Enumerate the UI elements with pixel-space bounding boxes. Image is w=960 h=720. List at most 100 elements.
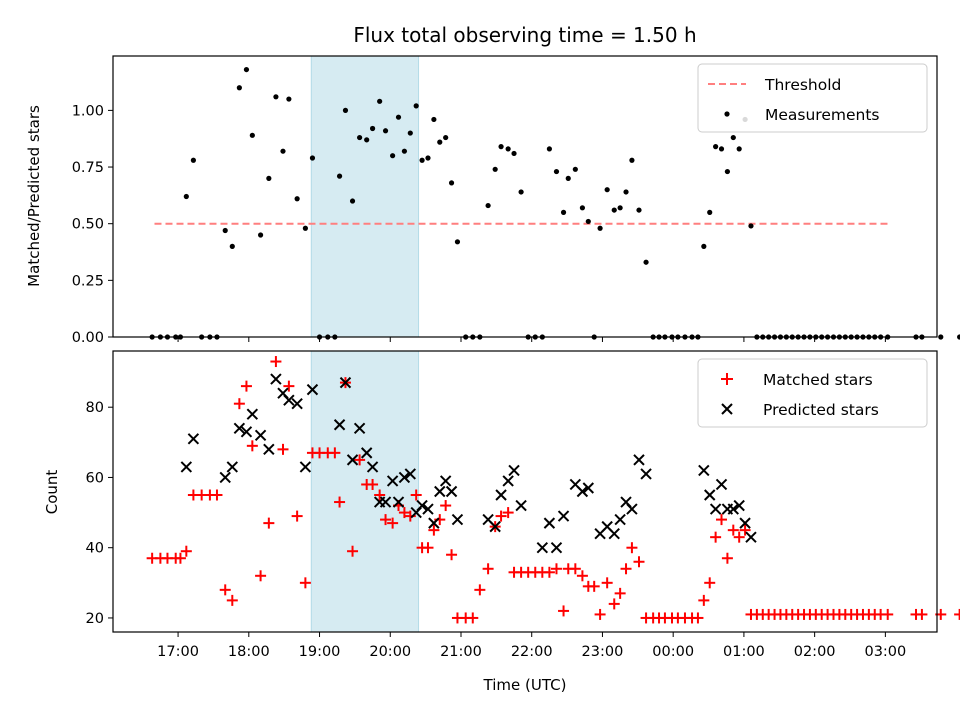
predicted-stars-point <box>502 475 514 487</box>
matched-stars-point <box>716 514 728 526</box>
measurement-point <box>222 227 228 234</box>
predicted-stars-point-b <box>550 541 563 554</box>
measurement-point <box>485 202 491 209</box>
predicted-stars-point <box>698 464 710 477</box>
measurement-point <box>266 175 272 181</box>
predicted-stars-point-b <box>416 499 428 512</box>
predicted-stars-point-b <box>254 429 267 442</box>
predicted-stars-point-b <box>709 503 722 515</box>
observing-window-shade <box>310 350 420 633</box>
x-tick-label: 19:00 <box>299 644 341 660</box>
predicted-stars-point-b <box>434 485 446 498</box>
matched-stars-point <box>727 524 739 536</box>
predicted-stars-point <box>219 471 231 484</box>
matched-stars-point <box>410 489 422 501</box>
y-tick-label: 20 <box>86 611 104 627</box>
matched-stars-point <box>246 440 258 452</box>
predicted-stars-point-b <box>428 517 440 529</box>
predicted-stars-point-b <box>233 422 246 434</box>
predicted-stars-point-b <box>445 485 458 498</box>
predicted-stars-point-b <box>582 482 595 494</box>
measurement-point <box>369 125 376 132</box>
predicted-stars-point-b <box>508 464 520 477</box>
measurement-point <box>190 157 196 163</box>
predicted-stars-point <box>557 510 570 522</box>
predicted-stars-point-b <box>727 503 740 515</box>
matched-stars-point <box>270 356 282 368</box>
legend-measurements-swatch <box>724 111 730 117</box>
predicted-stars-point <box>582 482 595 494</box>
measurement-point <box>419 157 425 163</box>
matched-stars-point <box>467 612 479 624</box>
matched-stars-point <box>291 510 303 522</box>
measurement-point <box>349 198 356 204</box>
matched-stars-point <box>569 563 581 575</box>
predicted-stars-point <box>445 485 458 498</box>
predicted-stars-point-b <box>246 408 259 420</box>
bottom-legend-box <box>697 358 928 428</box>
matched-stars-point <box>255 570 267 582</box>
predicted-stars-point <box>489 520 501 533</box>
matched-stars-point <box>698 594 710 606</box>
legend-predicted-swatch <box>721 403 733 415</box>
matched-stars-point <box>733 531 745 543</box>
y-tick-label: 0.75 <box>72 160 104 176</box>
predicted-stars-point-b <box>439 475 452 487</box>
predicted-stars-point-b <box>745 531 757 543</box>
predicted-stars-point-b <box>339 376 352 389</box>
predicted-stars-point-b <box>704 489 716 501</box>
matched-stars-point <box>367 478 379 490</box>
predicted-stars-point-b <box>451 513 464 526</box>
predicted-stars-point <box>515 499 527 512</box>
legend-matched-label: Matched stars <box>763 371 873 389</box>
predicted-stars-point-b <box>283 394 295 406</box>
measurement-point <box>707 209 713 215</box>
x-tick-label: 01:00 <box>723 644 765 660</box>
x-tick-label: 17:00 <box>157 644 199 660</box>
matched-stars-point <box>226 594 238 606</box>
matched-stars-point <box>347 545 359 557</box>
matched-stars-point <box>299 577 311 589</box>
predicted-stars-point <box>270 373 282 385</box>
predicted-stars-point <box>366 461 379 473</box>
predicted-stars-point <box>379 496 392 508</box>
top-y-axis-label: Matched/Predicted stars <box>25 105 43 287</box>
predicted-stars-point <box>550 541 563 554</box>
measurement-point <box>243 66 250 73</box>
x-tick-label: 00:00 <box>652 644 694 660</box>
top-axes-frame <box>112 55 938 338</box>
predicted-stars-point <box>536 541 549 554</box>
predicted-stars-point <box>291 397 303 410</box>
matched-stars-point <box>614 587 626 599</box>
predicted-stars-point-b <box>353 422 366 434</box>
measurement-point <box>579 205 586 211</box>
x-tick-label: 20:00 <box>369 644 411 660</box>
predicted-stars-point-b <box>187 433 200 445</box>
matched-stars-point <box>620 563 632 575</box>
x-tick-label: 18:00 <box>228 644 270 660</box>
measurement-point <box>643 259 649 265</box>
predicted-stars-point <box>339 376 352 389</box>
matched-stars-point <box>692 612 704 624</box>
measurement-point <box>309 155 316 161</box>
predicted-stars-point-b <box>515 499 527 512</box>
measurement-point <box>957 334 960 340</box>
measurement-point <box>407 130 413 136</box>
matched-stars-point <box>334 496 346 508</box>
predicted-stars-point-b <box>614 513 626 526</box>
predicted-stars-point-b <box>502 475 514 487</box>
measurement-point <box>724 168 731 175</box>
measurement-point <box>425 155 431 161</box>
predicted-stars-point-b <box>366 461 379 473</box>
measurement-point <box>546 146 553 152</box>
measurement-point <box>401 148 408 154</box>
bottom-legend: Matched stars Predicted stars <box>697 358 928 428</box>
matched-stars-point <box>374 489 386 501</box>
predicted-stars-point-b <box>306 383 319 396</box>
predicted-stars-point <box>745 531 757 543</box>
predicted-stars-point-b <box>489 520 501 533</box>
matched-stars-point <box>710 531 722 543</box>
predicted-stars-point <box>733 499 745 512</box>
measurement-point <box>382 128 389 134</box>
